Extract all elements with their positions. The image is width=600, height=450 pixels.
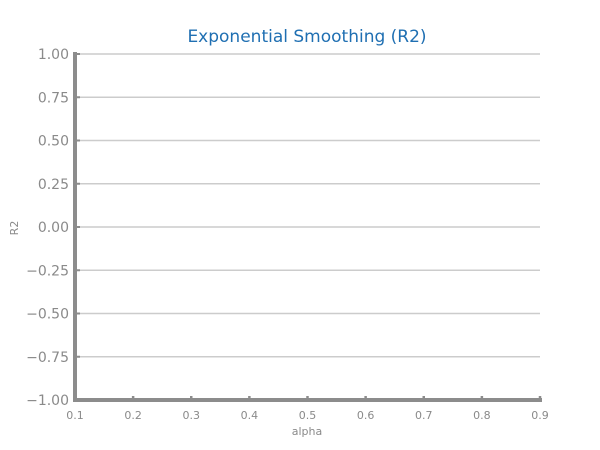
- grid-lines: [75, 53, 540, 401]
- y-tick-label: 0.50: [38, 134, 69, 150]
- x-axis-label: alpha: [292, 425, 323, 438]
- x-tick-label: 0.6: [357, 409, 375, 422]
- x-tick-label: 0.7: [415, 409, 433, 422]
- y-tick-label: 0.75: [38, 90, 69, 106]
- y-tick-label: 0.00: [38, 220, 69, 236]
- x-tick-label: 0.8: [473, 409, 491, 422]
- y-tick-label: −0.75: [26, 350, 69, 366]
- y-tick-label: −0.25: [26, 263, 69, 279]
- y-tick-label: 1.00: [38, 47, 69, 63]
- y-tick-label: 0.25: [38, 177, 69, 193]
- x-axis-ticks: 0.1 0.2 0.3 0.4 0.5 0.6 0.7 0.8 0.9: [66, 396, 549, 422]
- y-tick-label: −1.00: [26, 393, 69, 409]
- y-axis-ticks: 1.00 0.75 0.50 0.25 0.00 −0.25 −0.50 −0.75 −1.00: [26, 47, 80, 409]
- chart-title: Exponential Smoothing (R2): [187, 27, 426, 47]
- x-tick-label: 0.1: [66, 409, 84, 422]
- x-tick-label: 0.2: [124, 409, 142, 422]
- x-tick-label: 0.5: [299, 409, 317, 422]
- x-tick-label: 0.4: [241, 409, 259, 422]
- y-tick-label: −0.50: [26, 307, 69, 323]
- x-tick-label: 0.9: [531, 409, 549, 422]
- x-tick-label: 0.3: [183, 409, 201, 422]
- y-axis-label: R2: [8, 221, 21, 236]
